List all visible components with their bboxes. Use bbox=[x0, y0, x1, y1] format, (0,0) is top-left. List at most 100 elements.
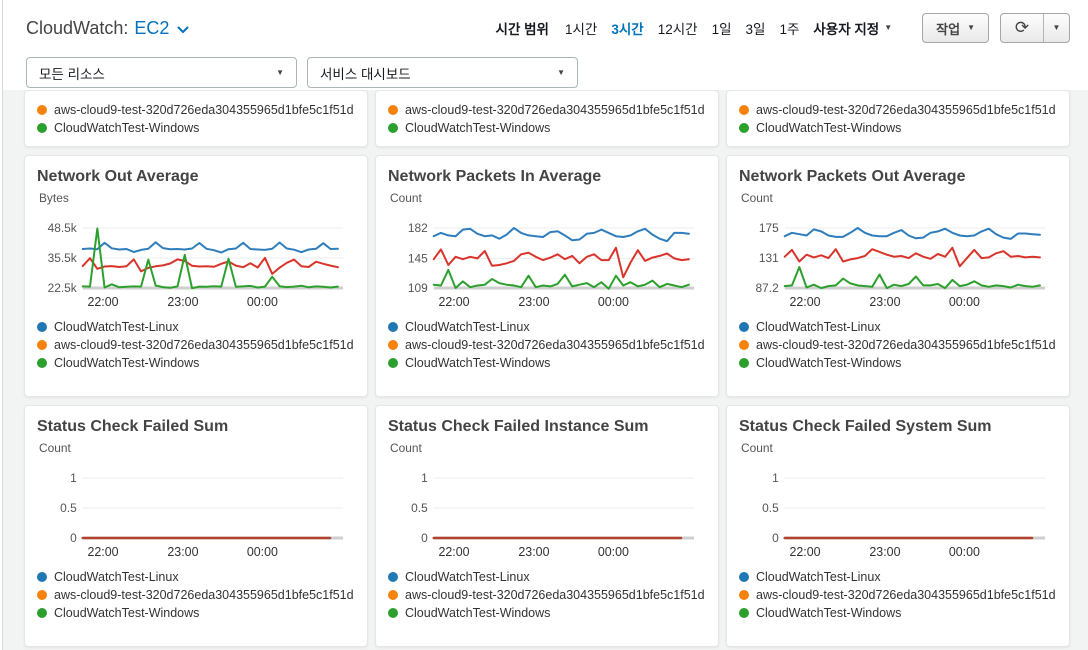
legend-item[interactable]: aws-cloud9-test-320d726eda304355965d1bfe… bbox=[388, 586, 706, 604]
time-option-12h[interactable]: 12시간 bbox=[657, 22, 698, 37]
network-out-average-chart[interactable]: Bytes 48.5k 35.5k 22.5k 22:00 23:00 00:00 bbox=[37, 190, 355, 312]
legend-item[interactable]: CloudWatchTest-Windows bbox=[388, 119, 706, 137]
time-range-selector: 시간 범위 1시간 3시간 12시간 1일 3일 1주 사용자 지정 ▼ bbox=[496, 18, 893, 38]
svg-text:22.5k: 22.5k bbox=[48, 281, 77, 295]
svg-text:00:00: 00:00 bbox=[598, 545, 629, 559]
legend-color-dot bbox=[388, 322, 398, 332]
legend-label: CloudWatchTest-Linux bbox=[54, 570, 179, 584]
chart-title: Status Check Failed Instance Sum bbox=[388, 418, 649, 435]
legend-item[interactable]: CloudWatchTest-Windows bbox=[739, 604, 1057, 622]
refresh-button[interactable]: ⟳ bbox=[1001, 14, 1043, 42]
chevron-down-icon[interactable] bbox=[177, 26, 189, 34]
legend-color-dot bbox=[388, 105, 398, 115]
time-option-3h[interactable]: 3시간 bbox=[611, 22, 644, 37]
status-check-failed-instance-sum-chart[interactable]: Count 1 0.5 0 22:00 23:00 00:00 bbox=[388, 440, 706, 562]
legend-label: aws-cloud9-test-320d726eda304355965d1bfe… bbox=[405, 103, 705, 117]
chart-legend: CloudWatchTest-Linux aws-cloud9-test-320d… bbox=[388, 318, 706, 372]
legend-item[interactable]: CloudWatchTest-Windows bbox=[37, 119, 355, 137]
refresh-icon: ⟳ bbox=[1014, 18, 1030, 37]
legend-item[interactable]: CloudWatchTest-Linux bbox=[739, 568, 1057, 586]
legend-color-dot bbox=[739, 572, 749, 582]
svg-text:0: 0 bbox=[772, 531, 779, 545]
legend-item[interactable]: CloudWatchTest-Linux bbox=[388, 568, 706, 586]
svg-text:1: 1 bbox=[772, 471, 779, 485]
caret-down-icon: ▼ bbox=[1052, 23, 1061, 32]
legend-color-dot bbox=[388, 358, 398, 368]
svg-text:22:00: 22:00 bbox=[789, 295, 820, 309]
legend-item[interactable]: CloudWatchTest-Linux bbox=[388, 318, 706, 336]
svg-text:Count: Count bbox=[741, 441, 773, 455]
legend-item[interactable]: CloudWatchTest-Windows bbox=[37, 354, 355, 372]
legend-item[interactable]: aws-cloud9-test-320d726eda304355965d1bfe… bbox=[739, 101, 1057, 119]
svg-text:109: 109 bbox=[408, 281, 428, 295]
svg-text:0.5: 0.5 bbox=[60, 501, 77, 515]
legend-item[interactable]: CloudWatchTest-Windows bbox=[388, 604, 706, 622]
svg-text:Count: Count bbox=[390, 441, 422, 455]
caret-down-icon: ▼ bbox=[884, 23, 893, 32]
legend-item[interactable]: CloudWatchTest-Windows bbox=[739, 119, 1057, 137]
status-check-failed-system-sum-chart[interactable]: Count 1 0.5 0 22:00 23:00 00:00 bbox=[739, 440, 1057, 562]
legend-item[interactable]: CloudWatchTest-Linux bbox=[37, 318, 355, 336]
chart-legend: CloudWatchTest-Linux aws-cloud9-test-320d… bbox=[37, 568, 355, 622]
svg-text:Count: Count bbox=[741, 191, 773, 205]
svg-text:1: 1 bbox=[70, 471, 77, 485]
legend-color-dot bbox=[739, 608, 749, 618]
svg-text:00:00: 00:00 bbox=[598, 295, 629, 309]
legend-label: CloudWatchTest-Linux bbox=[405, 320, 530, 334]
legend-item[interactable]: aws-cloud9-test-320d726eda304355965d1bfe… bbox=[37, 586, 355, 604]
legend-color-dot bbox=[388, 590, 398, 600]
caret-down-icon: ▼ bbox=[276, 67, 284, 77]
actions-button[interactable]: 작업 ▼ bbox=[922, 13, 989, 43]
legend-color-dot bbox=[388, 608, 398, 618]
svg-text:Count: Count bbox=[390, 191, 422, 205]
chart-title: Status Check Failed Sum bbox=[37, 418, 229, 435]
chart-title: Network Packets In Average bbox=[388, 168, 602, 185]
svg-text:48.5k: 48.5k bbox=[48, 221, 77, 235]
legend-color-dot bbox=[37, 358, 47, 368]
legend-item[interactable]: CloudWatchTest-Linux bbox=[739, 318, 1057, 336]
refresh-options-button[interactable]: ▼ bbox=[1043, 14, 1069, 42]
legend-item[interactable]: CloudWatchTest-Windows bbox=[388, 354, 706, 372]
legend-label: CloudWatchTest-Windows bbox=[405, 606, 551, 620]
time-option-3d[interactable]: 3일 bbox=[745, 22, 766, 37]
legend-item[interactable]: CloudWatchTest-Windows bbox=[37, 604, 355, 622]
svg-text:0.5: 0.5 bbox=[762, 501, 779, 515]
legend-item[interactable]: aws-cloud9-test-320d726eda304355965d1bfe… bbox=[388, 101, 706, 119]
legend-color-dot bbox=[37, 572, 47, 582]
legend-label: aws-cloud9-test-320d726eda304355965d1bfe… bbox=[756, 103, 1056, 117]
chart-title: Status Check Failed System Sum bbox=[739, 418, 992, 435]
legend-item[interactable]: aws-cloud9-test-320d726eda304355965d1bfe… bbox=[37, 101, 355, 119]
resource-filter-dropdown[interactable]: 모든 리소스 ▼ bbox=[26, 57, 297, 88]
legend-color-dot bbox=[37, 590, 47, 600]
time-option-1w[interactable]: 1주 bbox=[779, 22, 800, 37]
chart-legend: CloudWatchTest-Linux aws-cloud9-test-320d… bbox=[388, 568, 706, 622]
time-option-custom[interactable]: 사용자 지정 ▼ bbox=[813, 22, 893, 37]
svg-text:22:00: 22:00 bbox=[87, 295, 118, 309]
network-packets-in-average-chart[interactable]: Count 182 145 109 22:00 23:00 00:00 bbox=[388, 190, 706, 312]
legend-label: aws-cloud9-test-320d726eda304355965d1bfe… bbox=[405, 588, 705, 602]
service-selector[interactable]: EC2 bbox=[134, 17, 170, 38]
legend-item[interactable]: aws-cloud9-test-320d726eda304355965d1bfe… bbox=[37, 336, 355, 354]
svg-text:0: 0 bbox=[70, 531, 77, 545]
legend-color-dot bbox=[739, 590, 749, 600]
status-check-failed-sum-chart[interactable]: Count 1 0.5 0 22:00 23:00 00:00 bbox=[37, 440, 355, 562]
legend-item[interactable]: aws-cloud9-test-320d726eda304355965d1bfe… bbox=[739, 336, 1057, 354]
time-option-1h[interactable]: 1시간 bbox=[564, 22, 598, 37]
legend-item[interactable]: CloudWatchTest-Linux bbox=[37, 568, 355, 586]
legend-color-dot bbox=[739, 105, 749, 115]
legend-label: CloudWatchTest-Windows bbox=[54, 606, 200, 620]
chart-legend: CloudWatchTest-Linux aws-cloud9-test-320d… bbox=[37, 318, 355, 372]
legend-item[interactable]: aws-cloud9-test-320d726eda304355965d1bfe… bbox=[388, 336, 706, 354]
legend-color-dot bbox=[739, 123, 749, 133]
chart-title: Network Packets Out Average bbox=[739, 168, 966, 185]
legend-label: CloudWatchTest-Windows bbox=[756, 606, 902, 620]
legend-item[interactable]: CloudWatchTest-Windows bbox=[739, 354, 1057, 372]
svg-text:22:00: 22:00 bbox=[87, 545, 118, 559]
network-packets-out-average-chart[interactable]: Count 175 131 87.2 22:00 23:00 00:00 bbox=[739, 190, 1057, 312]
legend-color-dot bbox=[37, 123, 47, 133]
dashboard-select-dropdown[interactable]: 서비스 대시보드 ▼ bbox=[307, 57, 578, 88]
legend-color-dot bbox=[388, 572, 398, 582]
legend-item[interactable]: aws-cloud9-test-320d726eda304355965d1bfe… bbox=[739, 586, 1057, 604]
time-option-1d[interactable]: 1일 bbox=[711, 22, 732, 37]
partial-chart-card: aws-cloud9-test-320d726eda304355965d1bfe… bbox=[375, 90, 719, 147]
